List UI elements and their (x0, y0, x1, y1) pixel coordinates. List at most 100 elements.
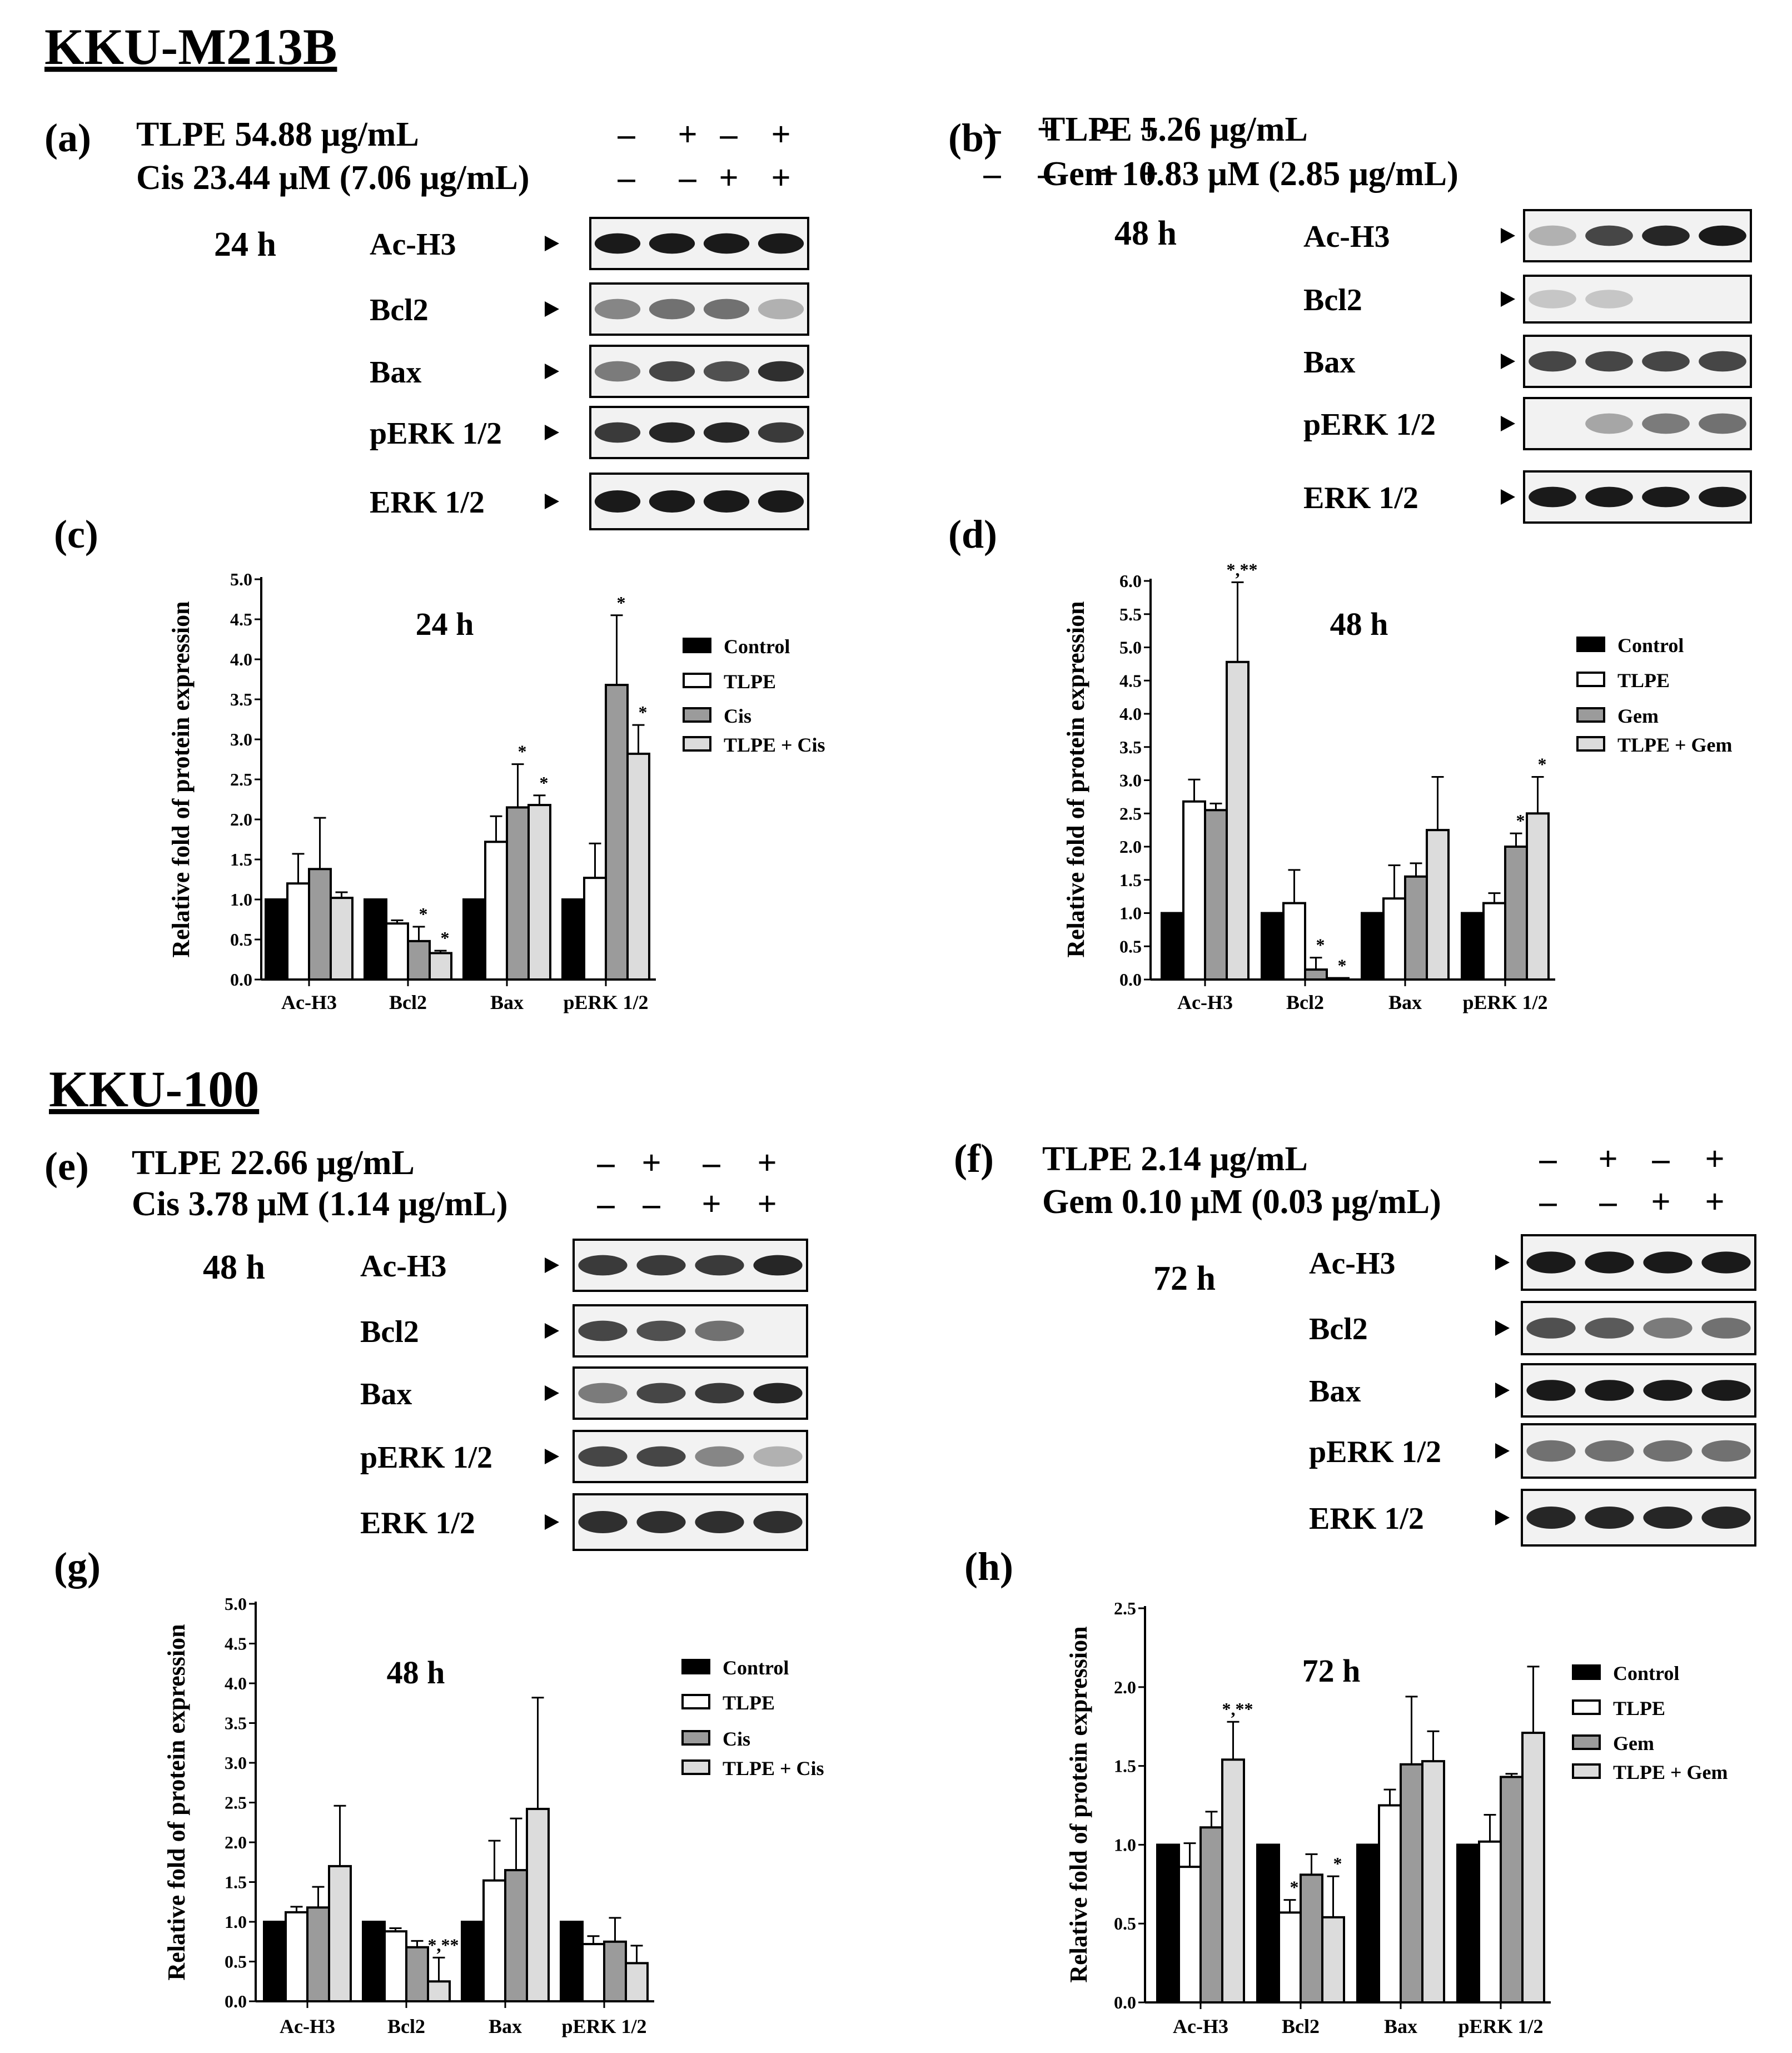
y-tick-label: 2.0 (225, 1832, 247, 1852)
sign-row2-f: – (1599, 1183, 1617, 1221)
y-tick-label: 1.5 (230, 849, 252, 869)
blot-band (1529, 351, 1576, 372)
sign-row1-f: + (1598, 1140, 1617, 1178)
significance-marker: * (1338, 956, 1347, 976)
blot-band (753, 1446, 803, 1467)
bar-chart-panels: (c) 24 h Relative fold of protein expressi… (54, 512, 1733, 2037)
legend-label: Gem (1617, 705, 1659, 727)
y-tick-label: 2.5 (225, 1793, 247, 1813)
blot-band (1585, 225, 1633, 246)
bar (429, 952, 452, 981)
sign-row1-b: + (1139, 111, 1158, 148)
bar (1482, 902, 1506, 981)
panel-label-g: (g) (54, 1544, 101, 1589)
blot-band (594, 233, 641, 254)
blot-band (1643, 1380, 1693, 1401)
sign-row1-b: – (1100, 111, 1118, 148)
blot-band (1526, 1318, 1576, 1339)
significance-marker: * (1333, 1853, 1342, 1873)
blot-band (1701, 1318, 1751, 1339)
sign-row1-a: + (771, 116, 790, 153)
panel-label-c: (c) (54, 512, 98, 556)
blot-band (1526, 1440, 1576, 1462)
panel-label-b: (b) (948, 116, 997, 160)
legend-label: Control (1617, 634, 1684, 657)
bar (1421, 1760, 1445, 2004)
chart-title: 48 h (1330, 606, 1388, 642)
bar (1378, 1804, 1402, 2004)
significance-marker: * (518, 742, 527, 762)
legend-swatch (1576, 707, 1605, 723)
y-tick-label: 2.0 (1114, 1677, 1136, 1697)
protein-label-e: pERK 1/2 (360, 1440, 492, 1475)
blot-band (578, 1320, 628, 1341)
treatment-line1-b: TLPE 5.26 μg/mL (1042, 111, 1308, 148)
bar (1504, 846, 1528, 981)
blot-band (636, 1446, 686, 1467)
bar (1326, 977, 1350, 981)
chart-title: 24 h (416, 606, 474, 642)
blot-band (1699, 225, 1746, 246)
blot-band (578, 1446, 628, 1467)
blot-band (703, 299, 750, 320)
blot-band (1526, 1251, 1576, 1274)
blot-band (1526, 1380, 1576, 1401)
bar (1261, 912, 1285, 981)
x-tick-label: Bax (490, 991, 524, 1013)
significance-marker: * (639, 702, 648, 722)
blot-band (1643, 1318, 1693, 1339)
protein-label-e: Bax (360, 1377, 412, 1411)
x-tick-label: Bax (1384, 2015, 1417, 2037)
blot-band (1701, 1440, 1751, 1462)
y-tick-label: 4.5 (225, 1634, 247, 1654)
x-tick-label: pERK 1/2 (1458, 2015, 1543, 2037)
blot-band (636, 1320, 686, 1341)
blot-band (758, 299, 804, 320)
bar (1278, 1911, 1302, 2004)
arrow-icon (1501, 489, 1515, 505)
panel-label-d: (d) (948, 512, 997, 556)
y-tick-label: 2.5 (1114, 1598, 1136, 1618)
protein-label-a: Ac-H3 (370, 227, 456, 262)
bar (605, 684, 629, 981)
legend-label: TLPE (723, 1692, 775, 1714)
blot-band (1585, 1380, 1634, 1401)
significance-marker: *,** (1222, 1699, 1253, 1719)
bar (385, 922, 409, 981)
arrow-icon (545, 364, 559, 379)
sign-row2-e: + (757, 1185, 776, 1223)
title-kku-100: KKU-100 (49, 1061, 259, 1117)
y-tick-label: 3.5 (1119, 737, 1142, 757)
y-tick-label: 4.5 (230, 609, 252, 629)
blot-band (758, 233, 804, 254)
bar (1182, 800, 1206, 981)
bar (1400, 1763, 1423, 2004)
arrow-icon (1501, 354, 1515, 369)
blot-band (1699, 486, 1746, 508)
y-tick-label: 3.5 (225, 1713, 247, 1733)
blot-band (1585, 1507, 1634, 1529)
y-axis-label: Relative fold of protein expression (163, 1624, 190, 1980)
y-tick-label: 0.5 (225, 1952, 247, 1972)
bar (583, 877, 607, 981)
y-tick-label: 3.0 (1119, 771, 1142, 791)
y-tick-label: 4.5 (1119, 670, 1142, 690)
legend-swatch (683, 736, 711, 752)
blot-band (594, 422, 641, 443)
legend-swatch (1572, 1699, 1601, 1715)
panel-label-e: (e) (44, 1144, 89, 1189)
blot-band (695, 1446, 744, 1467)
bar (306, 1906, 330, 2003)
bar (484, 841, 508, 981)
sign-row1-e: + (641, 1144, 661, 1182)
bar (527, 804, 551, 981)
legend-label: TLPE + Cis (723, 1757, 824, 1779)
treatment-line1-e: TLPE 22.66 μg/mL (132, 1144, 415, 1182)
bar (286, 882, 310, 981)
sign-row2-b: + (1099, 155, 1118, 193)
sign-row1-b: + (1037, 111, 1056, 148)
bar (1204, 809, 1228, 981)
sign-row2-b: – (1038, 155, 1056, 193)
legend-label: Control (723, 1657, 789, 1679)
blot-strip-b (1523, 275, 1752, 324)
